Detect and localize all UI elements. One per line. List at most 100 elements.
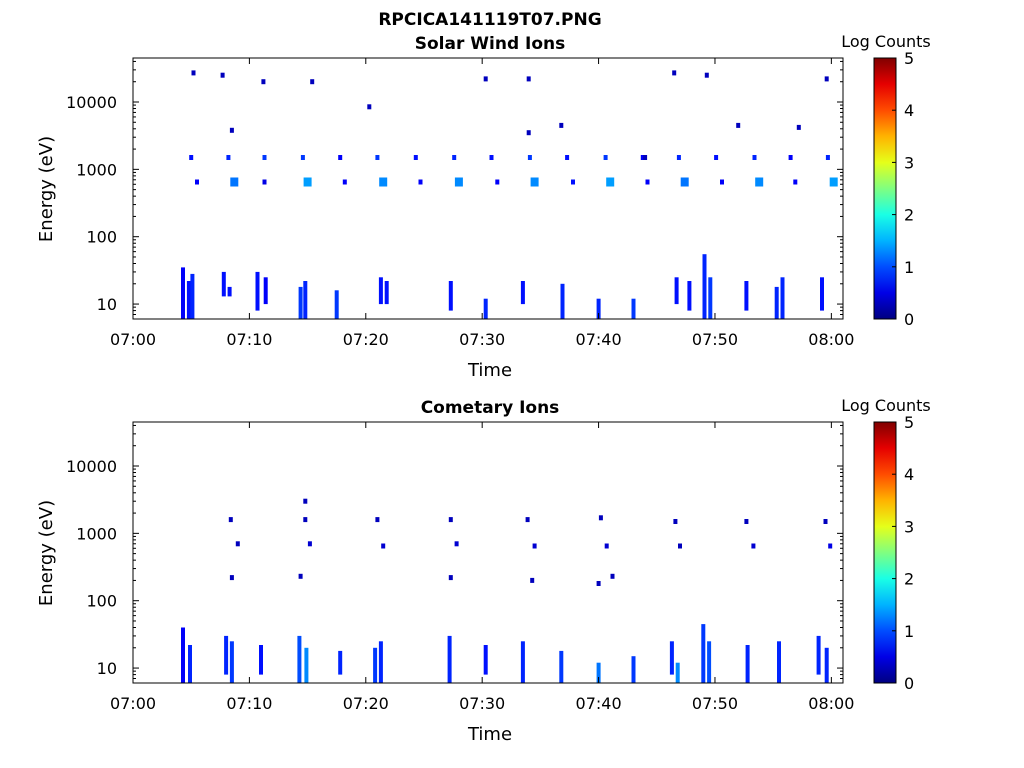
- spectrogram-cell: [565, 155, 570, 160]
- spectrogram-cell: [559, 122, 564, 128]
- low-energy-column: [824, 647, 829, 683]
- low-energy-column: [304, 647, 309, 683]
- low-energy-column: [190, 273, 195, 319]
- spectrogram-cell: [375, 155, 380, 160]
- low-energy-column: [255, 271, 260, 311]
- low-energy-column: [224, 635, 229, 675]
- low-energy-column: [259, 645, 263, 675]
- low-energy-column: [596, 298, 601, 319]
- low-energy-column: [777, 641, 781, 683]
- low-energy-column: [483, 645, 488, 675]
- x-tick-label: 07:40: [576, 330, 622, 349]
- spectrogram-cell: [751, 543, 756, 549]
- low-energy-column: [596, 662, 601, 683]
- spectrogram-cell: [229, 575, 234, 581]
- spectrogram-cell: [643, 155, 648, 160]
- low-energy-column: [744, 281, 749, 311]
- colorbar-tick-label: 5: [904, 49, 914, 68]
- spectrogram-cell: [448, 575, 453, 581]
- colorbar-tick-label: 3: [904, 517, 914, 536]
- spectrogram-cell: [300, 155, 305, 160]
- x-tick-label: 07:20: [343, 330, 389, 349]
- low-energy-column: [378, 641, 383, 683]
- low-energy-column: [520, 281, 525, 305]
- low-energy-column: [483, 298, 488, 319]
- x-tick-label: 07:10: [226, 330, 272, 349]
- spectrogram-cell: [303, 498, 308, 504]
- x-axis-label: Time: [467, 724, 512, 745]
- spectrogram-cell: [752, 155, 757, 160]
- low-energy-column: [181, 267, 185, 319]
- colorbar-tick-label: 5: [904, 413, 914, 432]
- spectrogram-cell: [454, 177, 463, 187]
- low-energy-column: [816, 635, 821, 675]
- low-energy-column: [447, 635, 452, 683]
- low-energy-column: [448, 281, 453, 311]
- spectrogram-cell: [413, 155, 418, 160]
- low-energy-column: [669, 641, 674, 675]
- colorbar-label: Log Counts: [841, 32, 931, 51]
- x-tick-label: 07:50: [692, 330, 738, 349]
- low-energy-column: [186, 281, 191, 319]
- spectrogram-cell: [303, 177, 312, 187]
- spectrogram-cell: [526, 130, 531, 136]
- low-energy-column: [520, 641, 525, 683]
- low-energy-column: [378, 277, 383, 305]
- spectrogram-cell: [673, 519, 678, 524]
- colorbar-tick-label: 3: [904, 153, 914, 172]
- y-tick-label: 10000: [66, 457, 117, 476]
- spectrogram-cell: [793, 179, 798, 185]
- low-energy-column: [297, 635, 302, 683]
- spectrogram-cell: [527, 155, 532, 160]
- colorbar-label: Log Counts: [841, 396, 931, 415]
- spectrogram-cell: [676, 155, 681, 160]
- spectrogram-cell: [704, 72, 709, 78]
- low-energy-column: [745, 645, 750, 683]
- x-tick-label: 07:20: [343, 694, 389, 713]
- x-axis-label: Time: [467, 360, 512, 381]
- spectrogram-cell: [381, 543, 386, 549]
- spectrogram-cell: [489, 155, 494, 160]
- spectrogram-cell: [526, 76, 531, 82]
- spectrogram-cell: [342, 179, 347, 185]
- colorbar: [873, 57, 897, 320]
- plot-area: [181, 498, 833, 683]
- y-tick-label: 100: [86, 228, 117, 247]
- low-energy-column: [631, 656, 636, 683]
- spectrogram-cell: [755, 177, 764, 187]
- spectrogram-cell: [495, 179, 500, 185]
- spectrogram-cell: [645, 179, 650, 185]
- x-tick-label: 08:00: [808, 694, 854, 713]
- spectrogram-cell: [262, 179, 267, 185]
- low-energy-column: [298, 286, 303, 319]
- low-energy-column: [338, 650, 343, 675]
- spectrogram-cell: [829, 177, 838, 187]
- spectrogram-cell: [604, 543, 609, 549]
- x-tick-label: 07:30: [459, 694, 505, 713]
- figure-title: RPCICA141119T07.PNG: [378, 10, 601, 30]
- spectrogram-cell: [454, 541, 459, 547]
- panel-title: Solar Wind Ions: [415, 34, 566, 54]
- spectrogram-cell: [418, 179, 423, 185]
- low-energy-column: [334, 290, 339, 319]
- x-tick-label: 08:00: [808, 330, 854, 349]
- plot-frame: [132, 57, 844, 320]
- y-tick-label: 1000: [76, 524, 117, 543]
- spectrogram-cell: [298, 573, 303, 579]
- y-tick-label: 10000: [66, 93, 117, 112]
- low-energy-column: [384, 281, 389, 305]
- low-energy-column: [702, 254, 707, 319]
- colorbar: [873, 421, 897, 684]
- spectrogram-cell: [532, 543, 537, 549]
- spectrogram-cell: [530, 177, 539, 187]
- low-energy-column: [707, 641, 712, 683]
- spectrogram-cell: [640, 155, 645, 160]
- spectrogram-cell: [229, 127, 234, 133]
- y-axis-label: Energy (eV): [36, 500, 57, 606]
- colorbar-tick-label: 1: [904, 258, 914, 277]
- colorbar-tick-label: 4: [904, 465, 914, 484]
- spectrogram-cell: [571, 179, 575, 185]
- spectrogram-cell: [452, 155, 457, 160]
- spectrogram-cell: [483, 76, 488, 82]
- spectrogram-cell: [303, 517, 308, 523]
